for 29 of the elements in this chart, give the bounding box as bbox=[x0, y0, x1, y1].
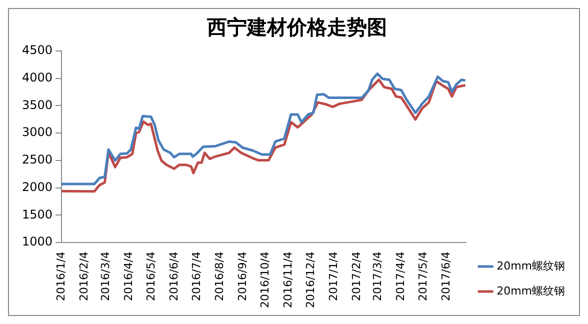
legend-label: 20mm螺纹钢 bbox=[496, 284, 566, 298]
y-tick-label: 2000 bbox=[22, 180, 53, 194]
x-tick-label: 2017/5/4 bbox=[416, 252, 430, 302]
y-tick-label: 3000 bbox=[22, 125, 53, 140]
y-tick-label: 4500 bbox=[22, 43, 53, 58]
x-tick-label: 2016/10/4 bbox=[258, 252, 272, 308]
x-tick-label: 2017/3/4 bbox=[371, 252, 384, 302]
x-tick-label: 2017/1/4 bbox=[327, 252, 340, 302]
y-tick-label: 1000 bbox=[22, 234, 53, 249]
legend-label: 20mm螺纹钢 bbox=[496, 259, 566, 272]
y-tick-label: 1500 bbox=[22, 207, 53, 222]
x-tick-label: 2016/7/4 bbox=[190, 252, 203, 302]
x-tick-label: 2016/5/4 bbox=[144, 252, 158, 302]
x-tick-label: 2016/11/4 bbox=[282, 252, 295, 308]
x-tick-label: 2017/6/4 bbox=[440, 252, 453, 302]
x-tick-label: 2016/4/4 bbox=[122, 252, 136, 302]
x-tick-label: 2016/6/4 bbox=[168, 252, 181, 302]
x-tick-label: 2016/3/4 bbox=[99, 252, 112, 302]
x-tick-label: 2017/4/4 bbox=[394, 252, 408, 302]
chart-title: 西宁建材价格走势图 bbox=[206, 15, 387, 40]
y-tick-label: 4000 bbox=[22, 70, 53, 84]
y-tick-label: 3500 bbox=[22, 98, 53, 112]
x-tick-label: 2016/2/4 bbox=[77, 252, 90, 302]
x-tick-label: 2016/12/4 bbox=[304, 252, 317, 308]
x-tick-label: 2016/1/4 bbox=[54, 252, 68, 302]
x-tick-label: 2016/9/4 bbox=[236, 252, 250, 302]
x-tick-label: 2017/2/4 bbox=[350, 252, 364, 302]
y-tick-label: 2500 bbox=[22, 152, 53, 167]
x-tick-label: 2016/8/4 bbox=[213, 252, 226, 302]
